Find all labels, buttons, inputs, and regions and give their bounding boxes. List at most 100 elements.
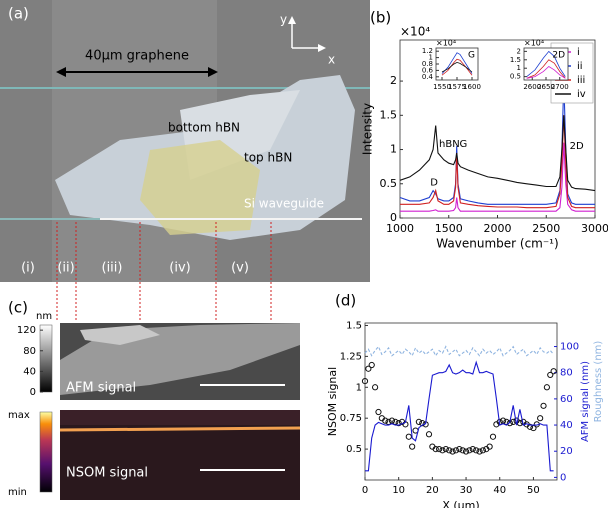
- axis-multiplier: ×10⁴: [400, 25, 430, 39]
- y-axis-label: NSOM signal: [326, 367, 339, 436]
- y2-tick-label: 100: [560, 342, 579, 353]
- data-point: [365, 365, 372, 372]
- colorbar: [39, 324, 53, 393]
- data-point: [459, 447, 466, 454]
- y-tick-label: 0: [390, 211, 397, 224]
- annotation: D: [430, 177, 438, 188]
- region-label: (iv): [169, 261, 190, 276]
- data-point: [540, 402, 547, 409]
- annotation: 2D: [570, 141, 584, 152]
- y-tick-label: 0.6: [422, 66, 434, 74]
- y2-tick-label: 0: [560, 472, 566, 483]
- waveguide-label: Si waveguide: [244, 197, 324, 211]
- x-tick-label: 10: [392, 485, 405, 496]
- afm-image: [60, 323, 300, 400]
- inset-title: G: [468, 51, 475, 61]
- colorbar: [39, 411, 53, 493]
- annotation: G: [459, 139, 467, 150]
- y-tick-label: 1.2: [422, 47, 433, 55]
- x-axis-label: Wavenumber (cm⁻¹): [436, 237, 558, 251]
- nsom-image: [59, 410, 301, 500]
- y-tick-label: 0.75: [340, 413, 362, 424]
- data-line: [365, 360, 554, 472]
- y-tick-label: 1: [356, 382, 362, 393]
- data-line: [441, 61, 473, 73]
- x-tick-label: 2000: [484, 222, 512, 235]
- y-tick-label: 1: [517, 64, 521, 72]
- x-tick-label: 40: [493, 485, 506, 496]
- data-point: [476, 448, 483, 455]
- colorbar-label: max: [8, 410, 30, 421]
- data-point: [395, 420, 402, 427]
- data-point: [547, 371, 554, 379]
- region-label: (iii): [102, 261, 123, 276]
- plot-frame: [523, 47, 569, 81]
- data-point: [473, 447, 480, 454]
- data-line: [526, 50, 566, 77]
- region-labels: (i) (ii) (iii) (iv) (v): [21, 261, 249, 276]
- data-point: [375, 408, 382, 416]
- axis-label: y: [280, 13, 287, 27]
- colorbar-tick-label: 40: [23, 366, 36, 377]
- data-point: [442, 445, 449, 453]
- axis-multiplier: ×10⁴: [524, 39, 544, 48]
- x-tick-label: 20: [426, 485, 439, 496]
- data-point: [456, 445, 463, 453]
- data-point: [436, 445, 443, 453]
- unit-label: nm: [36, 311, 52, 322]
- inset-title: 2D: [552, 51, 565, 61]
- y-tick-label: 0.5: [380, 177, 398, 190]
- x-tick-label: 30: [460, 485, 473, 496]
- x-tick-label: 2500: [532, 222, 560, 235]
- data-line: [364, 345, 555, 357]
- x-tick-label: 1500: [435, 222, 463, 235]
- y2-tick-label: 40: [560, 420, 573, 431]
- data-point: [432, 445, 439, 453]
- x-tick-label: 0: [362, 485, 368, 496]
- y-tick-label: 1.5: [346, 320, 362, 331]
- data-point: [462, 448, 470, 455]
- y-tick-label: 2: [517, 47, 521, 55]
- data-point: [466, 447, 473, 454]
- colorbar-label: min: [8, 487, 27, 498]
- x-tick-label: 1000: [386, 222, 414, 235]
- data-point: [469, 445, 476, 453]
- y2-axis-label: AFM signal (nm): [580, 361, 591, 442]
- x-tick-label: 1575: [448, 83, 466, 91]
- data-point: [543, 384, 550, 391]
- bottom-hbn-label: bottom hBN: [168, 121, 240, 135]
- axis-label: x: [328, 53, 335, 67]
- data-point: [446, 447, 453, 454]
- data-point: [550, 368, 557, 375]
- x-tick-label: 3000: [581, 222, 608, 235]
- annotation: hBN: [439, 139, 460, 150]
- top-hbn-label: top hBN: [244, 151, 292, 165]
- x-tick-label: 2700: [551, 83, 569, 91]
- colorbar-tick-label: 80: [23, 346, 36, 357]
- panel-label: (a): [8, 5, 29, 23]
- x-tick-label: 2650: [537, 83, 555, 91]
- legend-label: iv: [577, 89, 586, 100]
- x-axis-label: X (μm): [442, 499, 479, 508]
- data-point: [425, 431, 433, 438]
- y-tick-label: 0.4: [422, 73, 434, 81]
- y-tick-label: 2: [390, 74, 397, 87]
- image-label: NSOM signal: [66, 466, 148, 481]
- data-point: [368, 361, 375, 369]
- x-tick-label: 1550: [433, 83, 451, 91]
- image-label: AFM signal: [66, 381, 136, 396]
- data-point: [537, 415, 544, 422]
- data-point: [361, 378, 369, 385]
- data-point: [452, 447, 460, 454]
- data-point: [392, 418, 399, 425]
- panel-label: (b): [370, 9, 391, 27]
- x-tick-label: 1600: [463, 83, 481, 91]
- data-point: [372, 384, 379, 391]
- axis-multiplier: ×10⁴: [436, 39, 456, 48]
- data-line: [399, 115, 596, 192]
- region-label: (ii): [57, 261, 74, 276]
- legend-label: ii: [577, 61, 583, 72]
- data-line: [526, 65, 566, 79]
- colorbar-tick-label: 120: [17, 325, 36, 336]
